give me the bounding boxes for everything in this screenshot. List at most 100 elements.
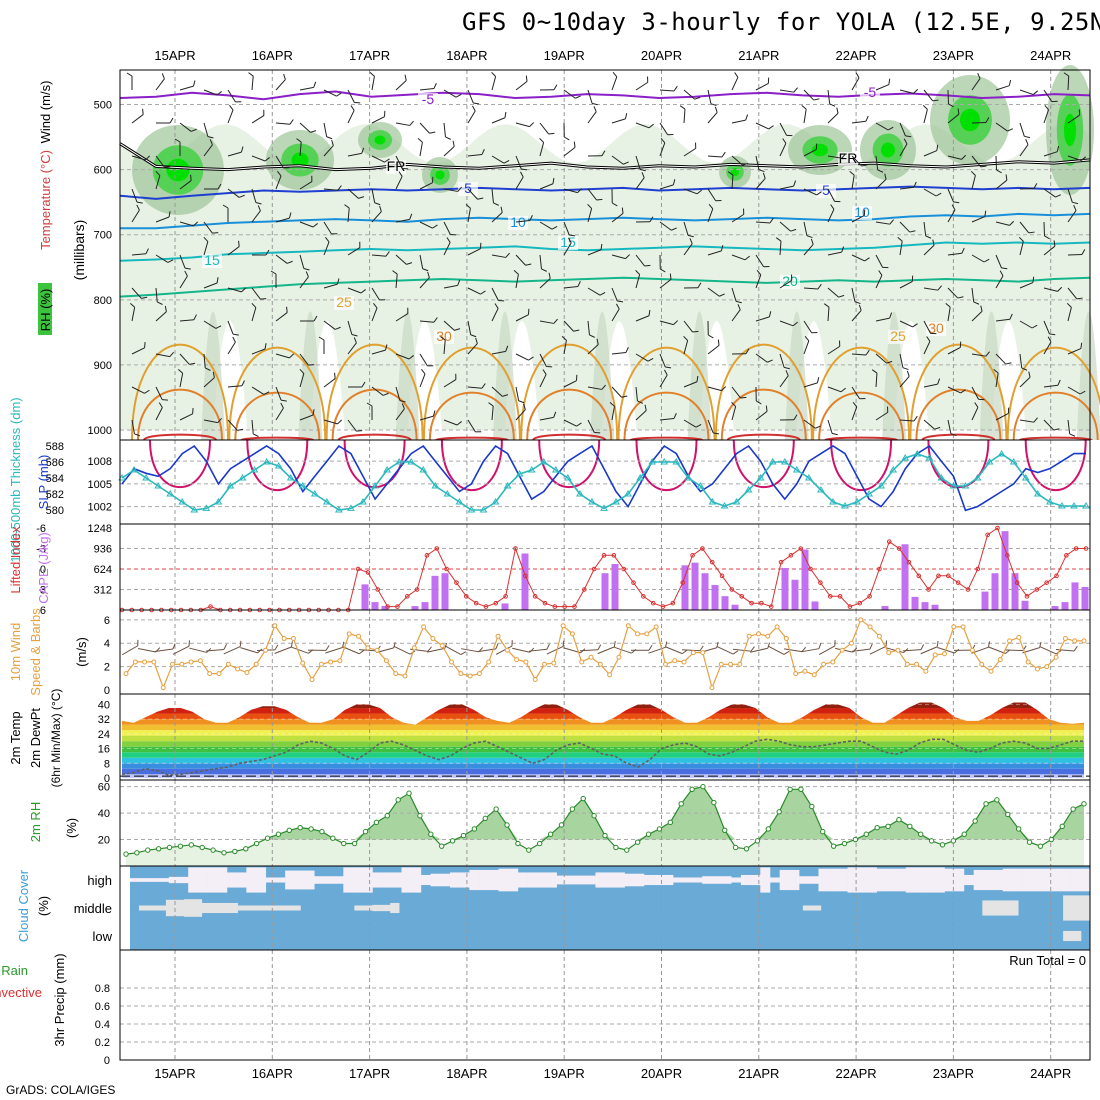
wind-barb — [227, 105, 234, 124]
wind-barb-flag — [404, 74, 407, 81]
wind-barb — [323, 278, 340, 289]
thickness-marker — [491, 498, 500, 505]
wind-barb-staff — [347, 152, 362, 157]
wind-barb — [392, 270, 398, 289]
wind-barb-staff — [299, 373, 305, 388]
wind-barb-staff — [515, 80, 528, 91]
wind-barb-staff — [275, 79, 286, 91]
surface-wind-barb — [665, 646, 688, 655]
rh-marker — [253, 840, 260, 847]
date-label-bottom: 16APR — [252, 1066, 293, 1081]
wind-barb-flag — [815, 143, 818, 150]
lifted-index-marker — [709, 559, 715, 565]
isotherm-arch — [1012, 391, 1099, 441]
thickness-marker — [142, 474, 150, 481]
wind-barb-staff — [1043, 384, 1058, 388]
wind-barb — [347, 89, 361, 104]
wind-unit-label: (m/s) — [74, 637, 89, 667]
wind-barb-flag — [253, 433, 259, 437]
wind-barb-flag — [494, 303, 499, 309]
wind-barb-flag — [930, 332, 937, 335]
chart-title: GFS 0~10day 3-hourly for YOLA (12.5E, 9.… — [462, 8, 1100, 36]
wind-barb-flag — [1028, 231, 1035, 234]
wind-barb-staff — [323, 89, 337, 97]
wind-barb-staff — [1043, 109, 1050, 124]
wind-barb — [875, 219, 894, 225]
wind-barb — [779, 414, 798, 421]
wind-barb — [635, 386, 643, 404]
lifted-index-marker — [591, 566, 597, 572]
wind-barb-flag — [804, 336, 810, 342]
wind-barb-flag — [528, 356, 534, 361]
thickness-marker — [841, 502, 849, 509]
wind-barb-staff — [131, 188, 138, 203]
wind-barb — [323, 122, 333, 140]
wind-barb-staff — [659, 142, 666, 157]
wind-barb-flag — [936, 640, 939, 647]
wind-barb-flag — [1007, 128, 1013, 132]
isotherm-arch — [726, 433, 801, 441]
wind-barb — [587, 89, 598, 106]
thickness-marker — [877, 482, 886, 489]
wind-barb-staff — [131, 114, 144, 124]
wind-barb-flag — [801, 646, 807, 652]
thickness-marker — [756, 474, 765, 481]
wind-barb — [222, 204, 229, 222]
wind-barb-staff — [971, 175, 976, 190]
wind-barb-staff — [827, 306, 830, 322]
wind-barb-staff — [971, 386, 980, 400]
wind-barb-staff — [371, 287, 380, 301]
wind-barb-staff — [342, 646, 360, 655]
wind-barb-staff — [587, 419, 595, 433]
y-tick-label-left: 582 — [46, 489, 64, 501]
wind-speed-marker — [1034, 666, 1040, 672]
date-label-bottom: 19APR — [544, 1066, 585, 1081]
wind-barb-staff — [611, 287, 618, 302]
surface-wind-barb — [563, 647, 586, 654]
wind-barb-staff — [371, 349, 386, 355]
wind-barb-staff — [683, 188, 698, 195]
wind-barb-flag — [745, 114, 749, 121]
wind-speed-marker — [821, 661, 827, 667]
wind-barb-flag — [1044, 235, 1050, 240]
wind-barb-flag — [727, 171, 734, 176]
wind-barb-staff — [467, 419, 476, 433]
lifted-index-label: Lifted Index — [8, 526, 23, 594]
wind-barb-flag — [360, 289, 366, 294]
rh-marker — [471, 826, 478, 832]
wind-barb-flag — [695, 424, 702, 428]
surface-wind-barb — [784, 646, 807, 653]
thickness-marker — [720, 502, 729, 509]
wind-barb-flag — [454, 328, 461, 331]
wind-barb-staff — [131, 155, 146, 161]
cloud-cell — [391, 872, 402, 888]
isotherm-arch — [337, 433, 412, 441]
thickness-line — [121, 453, 1086, 511]
wind-barb-flag — [596, 198, 603, 201]
wind-barb — [755, 270, 762, 289]
wind-barb-flag — [811, 332, 818, 334]
wind-barb-staff — [731, 287, 737, 302]
wind-barb-staff — [515, 386, 520, 401]
wind-barb — [827, 204, 835, 223]
date-label-top: 17APR — [349, 48, 390, 63]
wind-barb — [971, 155, 987, 168]
cloud-cell — [390, 902, 400, 914]
wind-speed-marker — [290, 636, 296, 642]
wind-barb — [443, 237, 451, 256]
lifted-index-marker — [454, 580, 459, 585]
wind-barb — [803, 320, 818, 334]
isotherm-arch — [818, 391, 905, 441]
isotherm-arch — [538, 439, 601, 489]
cape-bar — [521, 553, 529, 610]
wind-barb — [251, 302, 257, 322]
thickness-marker — [238, 474, 247, 481]
wind-barb-flag — [193, 314, 197, 320]
wind-barb-staff — [251, 155, 266, 162]
lifted-index-marker — [473, 600, 479, 606]
y-tick-label: 0 — [104, 1055, 110, 1067]
wind-barb — [1066, 302, 1072, 322]
wind-barb-staff — [491, 386, 503, 397]
cloud-cell — [954, 868, 965, 892]
wind-barb-flag — [696, 375, 699, 382]
